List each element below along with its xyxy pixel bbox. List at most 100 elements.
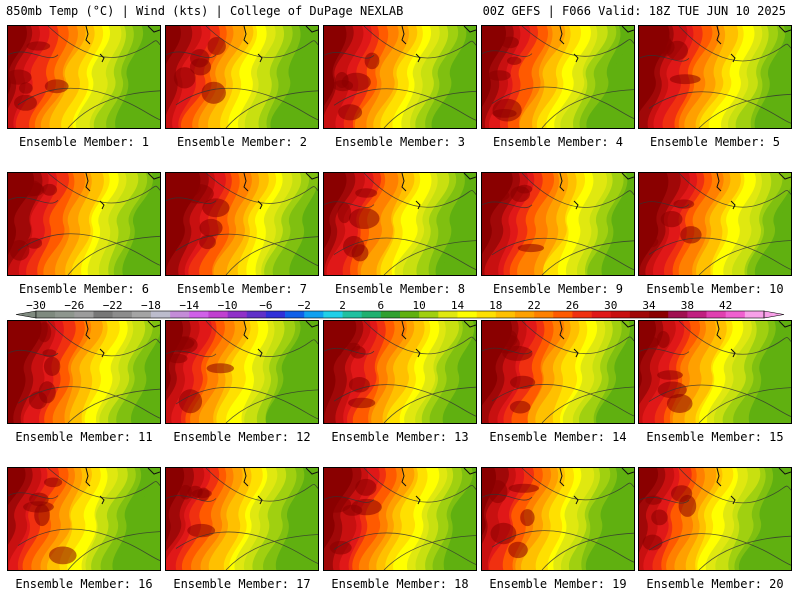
colorbar-swatch [323, 311, 343, 318]
colorbar-swatch [227, 311, 248, 318]
colorbar-swatch [610, 311, 631, 318]
ensemble-member-label: Ensemble Member: 13 [331, 430, 469, 444]
colorbar-min-arrow [15, 310, 37, 319]
colorbar-swatch [36, 311, 56, 318]
ensemble-member-label: Ensemble Member: 2 [176, 135, 308, 149]
colorbar-swatch [93, 311, 113, 318]
colorbar-swatch [572, 311, 592, 318]
colorbar-swatch [208, 311, 228, 318]
colorbar-swatch [246, 311, 267, 318]
ensemble-member-map [165, 467, 319, 571]
colorbar-tick-label: 34 [642, 300, 656, 312]
ensemble-member-label: Ensemble Member: 8 [334, 282, 466, 296]
ensemble-member-map [165, 172, 319, 276]
colorbar-tick-label: −6 [259, 300, 272, 312]
ensemble-member-map [323, 320, 477, 424]
colorbar-swatch [668, 311, 688, 318]
colorbar-tick-label: 10 [413, 300, 426, 312]
colorbar-swatch [150, 311, 171, 318]
colorbar-swatch [457, 311, 477, 318]
colorbar-swatch [265, 311, 286, 318]
colorbar-swatch [687, 311, 707, 318]
ensemble-member-map [7, 25, 161, 129]
colorbar-swatch [304, 311, 324, 318]
ensemble-member-label: Ensemble Member: 3 [334, 135, 466, 149]
colorbar-swatch [170, 311, 190, 318]
ensemble-member-label: Ensemble Member: 9 [492, 282, 624, 296]
colorbar-swatch [725, 311, 746, 318]
ensemble-member-label: Ensemble Member: 4 [492, 135, 624, 149]
ensemble-member-label: Ensemble Member: 7 [176, 282, 308, 296]
colorbar-tick-label: 38 [681, 300, 694, 312]
colorbar-swatch [400, 311, 420, 318]
ensemble-member-label: Ensemble Member: 20 [646, 577, 784, 591]
ensemble-member-map [323, 25, 477, 129]
colorbar-outline [35, 310, 765, 319]
colorbar-swatch [74, 311, 94, 318]
colorbar-tick-label: 30 [604, 300, 617, 312]
colorbar-swatch [131, 311, 152, 318]
colorbar-swatch [514, 311, 535, 318]
colorbar-tick-label: 42 [719, 300, 732, 312]
colorbar-tick-label: 18 [489, 300, 502, 312]
colorbar-swatch [744, 311, 765, 318]
ensemble-member-map [638, 467, 792, 571]
colorbar-tick-label: −14 [179, 300, 199, 312]
chart-title: 850mb Temp (°C) | Wind (kts) | College o… [6, 4, 404, 18]
ensemble-member-label: Ensemble Member: 10 [646, 282, 784, 296]
colorbar-max-arrow [763, 310, 785, 319]
ensemble-member-map [323, 172, 477, 276]
ensemble-member-map [638, 25, 792, 129]
ensemble-member-map [481, 320, 635, 424]
colorbar-tick-label: −2 [298, 300, 311, 312]
colorbar-swatch [591, 311, 612, 318]
ensemble-member-map [165, 320, 319, 424]
run-valid-time: 00Z GEFS | F066 Valid: 18Z TUE JUN 10 20… [482, 4, 786, 18]
ensemble-member-map [481, 172, 635, 276]
colorbar-swatch [649, 311, 669, 318]
ensemble-member-map [481, 25, 635, 129]
ensemble-member-map [638, 320, 792, 424]
ensemble-member-label: Ensemble Member: 1 [18, 135, 150, 149]
ensemble-member-label: Ensemble Member: 11 [15, 430, 153, 444]
ensemble-member-map [638, 172, 792, 276]
ensemble-member-map [7, 467, 161, 571]
colorbar-swatch [112, 311, 133, 318]
colorbar-swatch [189, 311, 209, 318]
colorbar-tick-label: −18 [141, 300, 161, 312]
ensemble-member-label: Ensemble Member: 15 [646, 430, 784, 444]
colorbar-swatch [495, 311, 516, 318]
ensemble-member-map [481, 467, 635, 571]
ensemble-member-label: Ensemble Member: 6 [18, 282, 150, 296]
colorbar-swatch [361, 311, 382, 318]
colorbar-tick-label: 6 [378, 300, 385, 312]
ensemble-member-map [323, 467, 477, 571]
ensemble-member-label: Ensemble Member: 16 [15, 577, 153, 591]
colorbar-swatch [534, 311, 554, 318]
ensemble-member-map [7, 320, 161, 424]
ensemble-member-label: Ensemble Member: 5 [649, 135, 781, 149]
ensemble-member-label: Ensemble Member: 18 [331, 577, 469, 591]
colorbar-swatch [380, 311, 401, 318]
colorbar-tick-label: −26 [64, 300, 84, 312]
colorbar-swatch [285, 311, 305, 318]
colorbar-tick-label: 22 [527, 300, 540, 312]
colorbar-swatch [629, 311, 650, 318]
colorbar-tick-label: −22 [103, 300, 123, 312]
colorbar-tick-label: 26 [566, 300, 579, 312]
ensemble-member-map [7, 172, 161, 276]
ensemble-member-label: Ensemble Member: 12 [173, 430, 311, 444]
colorbar-swatch [55, 311, 75, 318]
colorbar-swatch [553, 311, 573, 318]
colorbar-swatch [342, 311, 362, 318]
ensemble-member-label: Ensemble Member: 14 [489, 430, 627, 444]
colorbar-tick-label: −10 [218, 300, 238, 312]
colorbar-tick-label: 2 [339, 300, 346, 312]
ensemble-member-map [165, 25, 319, 129]
ensemble-member-label: Ensemble Member: 19 [489, 577, 627, 591]
colorbar-swatch [706, 311, 726, 318]
colorbar-tick-label: 14 [451, 300, 465, 312]
colorbar-swatch [476, 311, 497, 318]
colorbar-swatch [438, 311, 458, 318]
colorbar-swatch [419, 311, 439, 318]
